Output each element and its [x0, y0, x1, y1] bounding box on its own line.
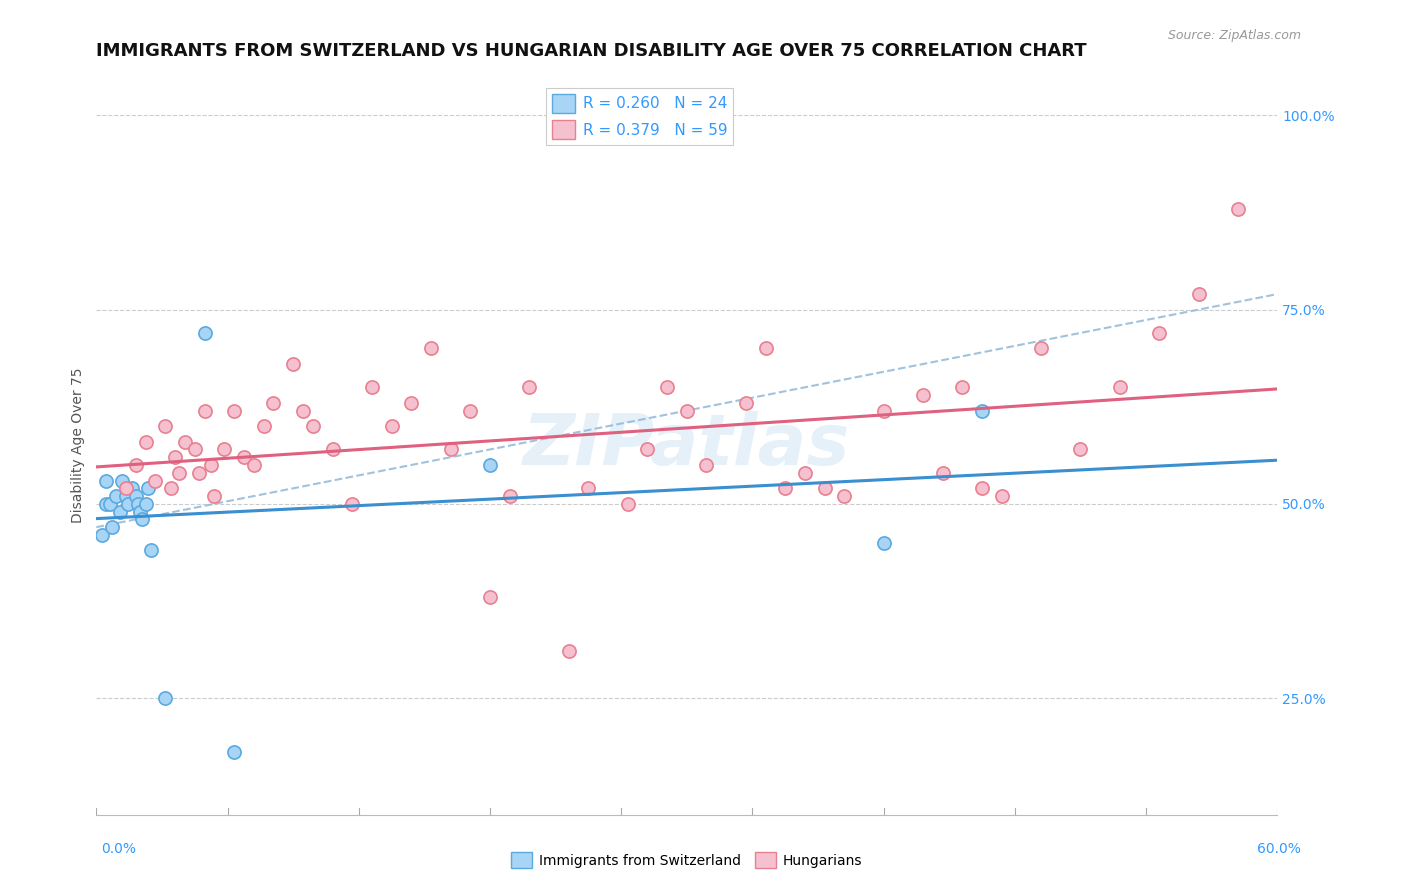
Immigrants from Switzerland — [111, 474, 134, 488]
Hungarians — [813, 481, 835, 495]
Text: Source: ZipAtlas.com: Source: ZipAtlas.com — [1167, 29, 1301, 42]
Hungarians — [773, 481, 796, 495]
Hungarians — [145, 474, 167, 488]
Immigrants from Switzerland — [98, 497, 121, 511]
Hungarians — [950, 380, 973, 394]
Hungarians — [1147, 326, 1170, 340]
Hungarians — [793, 466, 815, 480]
Hungarians — [1226, 202, 1249, 216]
Immigrants from Switzerland — [96, 497, 118, 511]
Hungarians — [263, 396, 285, 410]
Legend: R = 0.260   N = 24, R = 0.379   N = 59: R = 0.260 N = 24, R = 0.379 N = 59 — [546, 88, 734, 145]
Hungarians — [155, 419, 177, 434]
Immigrants from Switzerland — [128, 505, 150, 519]
Hungarians — [165, 450, 187, 465]
Hungarians — [990, 489, 1012, 503]
Hungarians — [576, 481, 599, 495]
Hungarians — [115, 481, 138, 495]
Hungarians — [1108, 380, 1130, 394]
Text: 60.0%: 60.0% — [1257, 842, 1301, 856]
Hungarians — [135, 434, 157, 449]
Immigrants from Switzerland — [125, 489, 148, 503]
Hungarians — [184, 442, 207, 457]
Immigrants from Switzerland — [105, 489, 128, 503]
Hungarians — [187, 466, 209, 480]
Hungarians — [1069, 442, 1091, 457]
Immigrants from Switzerland — [970, 403, 993, 417]
Hungarians — [695, 458, 717, 472]
Hungarians — [517, 380, 540, 394]
Hungarians — [194, 403, 217, 417]
Hungarians — [125, 458, 148, 472]
Hungarians — [970, 481, 993, 495]
Hungarians — [401, 396, 423, 410]
Hungarians — [616, 497, 638, 511]
Text: ZIPatlas: ZIPatlas — [523, 411, 851, 480]
Y-axis label: Disability Age Over 75: Disability Age Over 75 — [72, 368, 86, 524]
Immigrants from Switzerland — [91, 528, 114, 542]
Hungarians — [931, 466, 953, 480]
Immigrants from Switzerland — [155, 691, 177, 706]
Hungarians — [204, 489, 226, 503]
Hungarians — [675, 403, 697, 417]
Hungarians — [872, 403, 894, 417]
Hungarians — [636, 442, 658, 457]
Hungarians — [283, 357, 305, 371]
Hungarians — [734, 396, 756, 410]
Immigrants from Switzerland — [141, 543, 163, 558]
Hungarians — [1187, 287, 1209, 301]
Hungarians — [322, 442, 344, 457]
Immigrants from Switzerland — [194, 326, 217, 340]
Immigrants from Switzerland — [135, 497, 157, 511]
Hungarians — [460, 403, 482, 417]
Immigrants from Switzerland — [121, 481, 143, 495]
Hungarians — [243, 458, 266, 472]
Hungarians — [233, 450, 256, 465]
Hungarians — [911, 388, 934, 402]
Hungarians — [224, 403, 246, 417]
Immigrants from Switzerland — [224, 746, 246, 760]
Hungarians — [754, 342, 776, 356]
Immigrants from Switzerland — [115, 489, 138, 503]
Hungarians — [381, 419, 404, 434]
Immigrants from Switzerland — [96, 474, 118, 488]
Hungarians — [1029, 342, 1052, 356]
Hungarians — [167, 466, 190, 480]
Hungarians — [253, 419, 276, 434]
Hungarians — [655, 380, 678, 394]
Hungarians — [832, 489, 855, 503]
Immigrants from Switzerland — [479, 458, 502, 472]
Hungarians — [557, 644, 579, 658]
Immigrants from Switzerland — [101, 520, 124, 534]
Immigrants from Switzerland — [108, 505, 131, 519]
Immigrants from Switzerland — [136, 481, 159, 495]
Immigrants from Switzerland — [131, 512, 153, 526]
Text: IMMIGRANTS FROM SWITZERLAND VS HUNGARIAN DISABILITY AGE OVER 75 CORRELATION CHAR: IMMIGRANTS FROM SWITZERLAND VS HUNGARIAN… — [97, 42, 1087, 60]
Hungarians — [160, 481, 183, 495]
Immigrants from Switzerland — [872, 535, 894, 549]
Hungarians — [174, 434, 197, 449]
Hungarians — [342, 497, 364, 511]
Immigrants from Switzerland — [117, 497, 139, 511]
Hungarians — [214, 442, 236, 457]
Hungarians — [361, 380, 384, 394]
Immigrants from Switzerland — [127, 497, 149, 511]
Hungarians — [440, 442, 463, 457]
Hungarians — [302, 419, 325, 434]
Hungarians — [420, 342, 443, 356]
Text: 0.0%: 0.0% — [101, 842, 136, 856]
Hungarians — [200, 458, 222, 472]
Hungarians — [479, 590, 502, 604]
Hungarians — [292, 403, 315, 417]
Hungarians — [498, 489, 520, 503]
